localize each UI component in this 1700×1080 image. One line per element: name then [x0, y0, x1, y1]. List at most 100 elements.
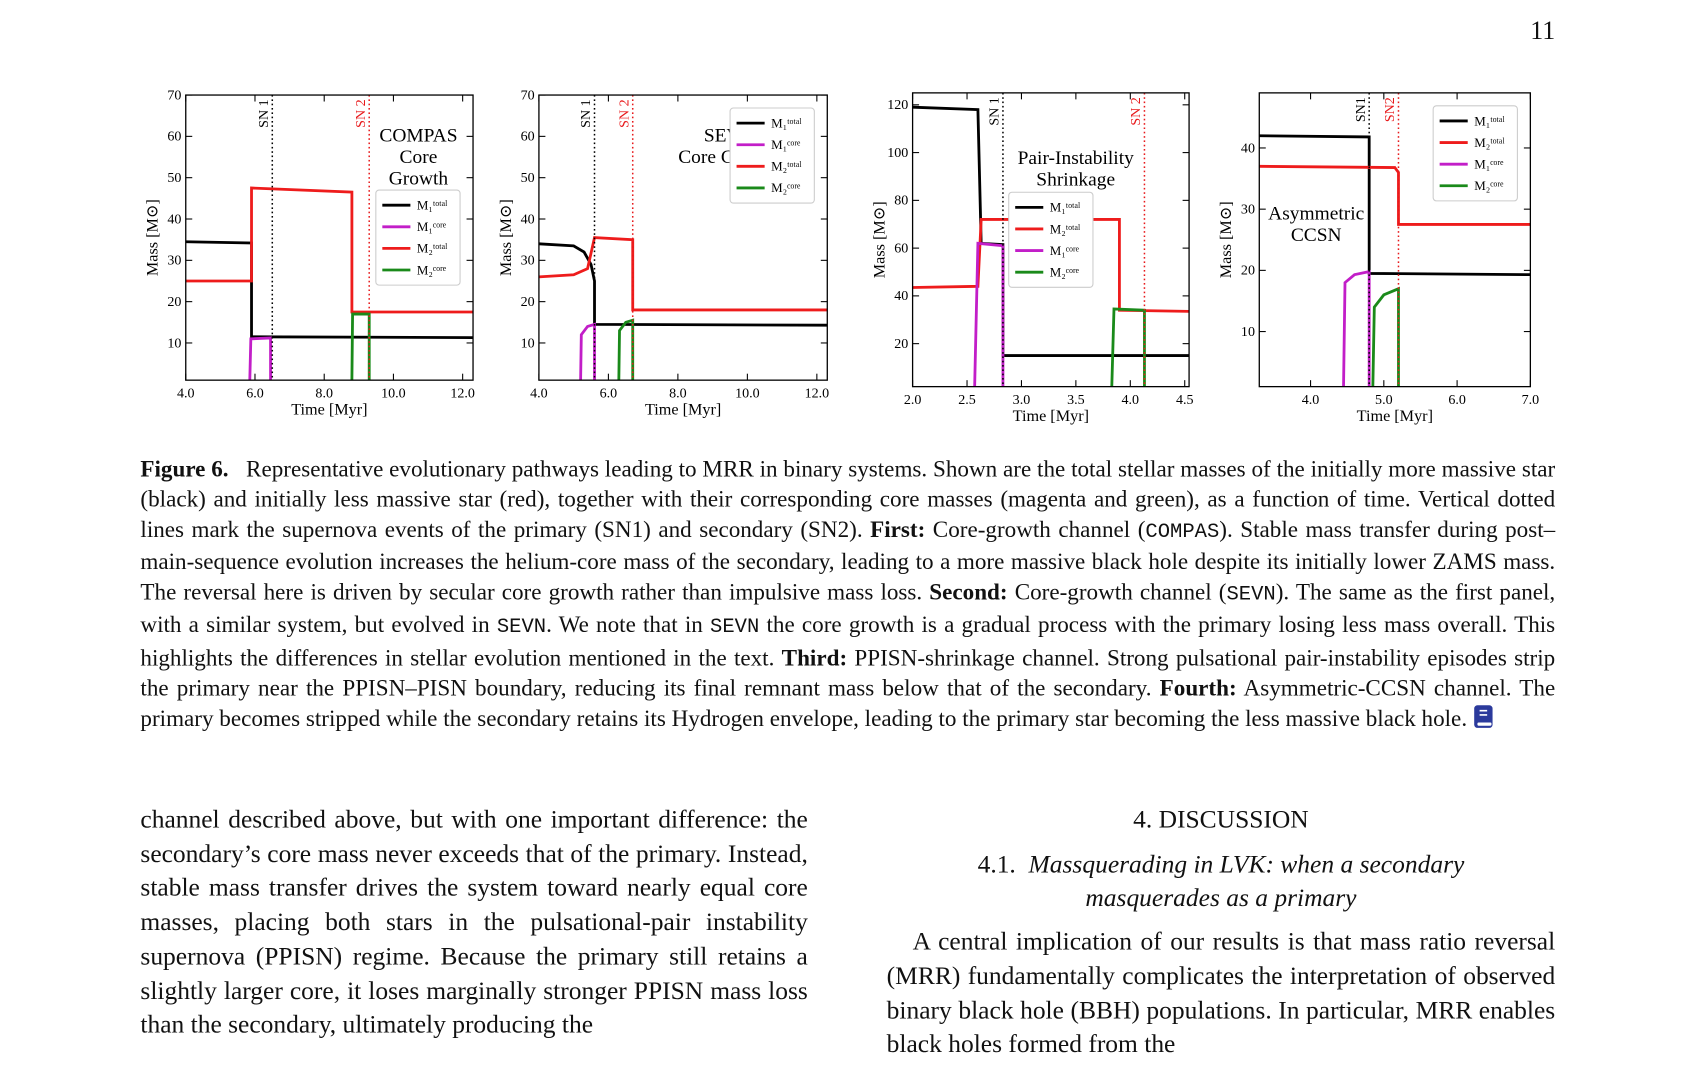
code-name: SEVN	[1226, 582, 1276, 607]
y-tick-label: 20	[167, 294, 181, 310]
x-tick-label: 3.5	[1067, 392, 1085, 408]
legend-label: M₁ᵗᵒᵗᵃˡ	[1474, 113, 1505, 128]
legend-label: M₂ᵗᵒᵗᵃˡ	[1474, 135, 1505, 150]
x-tick-label: 10.0	[735, 385, 760, 401]
y-tick-label: 60	[894, 240, 908, 256]
x-axis-label: Time [Myr]	[1357, 407, 1433, 425]
panel-annotation: CCSN	[1291, 225, 1342, 246]
series-line	[538, 242, 828, 327]
x-tick-label: 2.5	[958, 392, 976, 408]
caption-text: Core-growth channel (	[1014, 579, 1227, 606]
legend-label: M₁ᶜᵒʳᵉ	[417, 219, 447, 234]
book-icon[interactable]	[1473, 704, 1495, 730]
x-tick-label: 6.0	[246, 385, 264, 401]
x-tick-label: 4.0	[177, 385, 195, 401]
y-tick-label: 70	[521, 87, 535, 103]
y-tick-label: 30	[1241, 201, 1255, 217]
x-tick-label: 12.0	[450, 385, 475, 401]
series-line	[579, 322, 596, 381]
x-axis-label: Time [Myr]	[1013, 407, 1089, 425]
x-tick-label: 2.0	[904, 392, 922, 408]
y-tick-label: 40	[894, 288, 908, 304]
y-tick-label: 60	[521, 129, 535, 145]
caption-text: ). The same as the first panel, with a s…	[140, 579, 1556, 638]
series-line	[248, 336, 272, 381]
series-line	[1259, 164, 1531, 226]
y-tick-label: 30	[521, 253, 535, 269]
subsection-heading: 4.1. Massquerading in LVK: when a second…	[887, 849, 1556, 917]
series-line	[1259, 134, 1531, 277]
plot-frame	[538, 94, 828, 381]
y-tick-label: 70	[167, 87, 181, 103]
y-tick-label: 40	[1241, 140, 1255, 156]
code-name: COMPAS	[1145, 519, 1220, 544]
y-axis-label: Mass [M⊙]	[144, 199, 162, 276]
plot-frame	[911, 92, 1190, 388]
y-tick-label: 10	[167, 335, 181, 351]
event-label: SN1	[1353, 97, 1369, 122]
event-label: SN 2	[616, 99, 632, 127]
y-tick-label: 40	[167, 211, 181, 227]
y-axis-label: Mass [M⊙]	[871, 201, 889, 278]
figure-label: Figure 6.	[140, 455, 229, 482]
panel-annotation: Asymmetric	[1268, 204, 1364, 225]
series-line	[1371, 286, 1400, 387]
y-tick-label: 30	[167, 253, 181, 269]
series-line	[617, 318, 635, 381]
right-column: 4. DISCUSSION 4.1. Massquerading in LVK:…	[887, 804, 1556, 1063]
caption-text: PPISN-shrinkage channel. Strong pulsatio…	[140, 644, 1556, 701]
x-tick-label: 6.0	[600, 385, 618, 401]
y-tick-label: 20	[1241, 263, 1255, 279]
panel-annotation: COMPAS	[379, 126, 457, 147]
plot-frame	[1258, 92, 1532, 388]
caption-text: Representative evolutionary pathways lea…	[140, 455, 1556, 543]
legend-label: M₁ᶜᵒʳᵉ	[1474, 156, 1504, 171]
x-tick-label: 8.0	[669, 385, 687, 401]
legend-label: M₂ᶜᵒʳᵉ	[417, 262, 447, 277]
legend-label: M₂ᵗᵒᵗᵃˡ	[417, 241, 448, 256]
section-heading: 4. DISCUSSION	[1133, 805, 1309, 834]
panel-annotation: Shrinkage	[1036, 169, 1115, 190]
legend-label: M₂ᶜᵒʳᵉ	[1050, 264, 1080, 279]
page-number: 11	[1530, 17, 1556, 46]
y-tick-label: 50	[521, 170, 535, 186]
series-line	[1110, 307, 1146, 387]
x-tick-label: 3.0	[1013, 392, 1031, 408]
series-line	[1342, 269, 1371, 387]
legend-label: M₂ᶜᵒʳᵉ	[1474, 178, 1504, 193]
figure-caption: Figure 6. Representative evolutionary pa…	[140, 454, 1555, 734]
y-axis-label: Mass [M⊙]	[1217, 201, 1235, 278]
subsection-title: Massquerading in LVK: when a secondary m…	[1028, 850, 1465, 914]
x-axis-label: Time [Myr]	[645, 401, 721, 419]
legend-box	[729, 107, 815, 204]
panel-annotation: Core	[400, 147, 438, 168]
event-label: SN 1	[256, 99, 272, 127]
code-name: SEVN	[710, 615, 760, 639]
y-tick-label: 50	[167, 170, 181, 186]
caption-text: the core growth is a gradual process wit…	[140, 611, 1556, 671]
x-tick-label: 8.0	[315, 385, 333, 401]
x-tick-label: 4.0	[1302, 392, 1320, 408]
x-tick-label: 4.0	[530, 385, 548, 401]
event-label: SN2	[1382, 97, 1398, 122]
legend-box	[375, 189, 461, 286]
body-text: A central implication of our results is …	[886, 927, 1556, 1059]
subsection-number: 4.1.	[977, 850, 1016, 879]
x-tick-label: 10.0	[381, 385, 406, 401]
x-tick-label: 6.0	[1448, 392, 1466, 408]
y-tick-label: 20	[894, 336, 908, 352]
y-tick-label: 80	[894, 193, 908, 209]
x-axis-label: Time [Myr]	[291, 401, 367, 419]
legend-label: M₂ᶜᵒʳᵉ	[771, 180, 801, 195]
legend-label: M₁ᵗᵒᵗᵃˡ	[417, 198, 448, 213]
code-name: SEVN	[496, 615, 547, 639]
series-line	[538, 236, 828, 312]
y-tick-label: 40	[521, 211, 535, 227]
series-line	[185, 240, 474, 340]
x-tick-label: 4.0	[1122, 392, 1140, 408]
series-line	[350, 312, 371, 381]
y-tick-label: 10	[1241, 324, 1255, 340]
legend-label: M₂ᵗᵒᵗᵃˡ	[1050, 221, 1081, 236]
event-label: SN 1	[987, 97, 1003, 125]
